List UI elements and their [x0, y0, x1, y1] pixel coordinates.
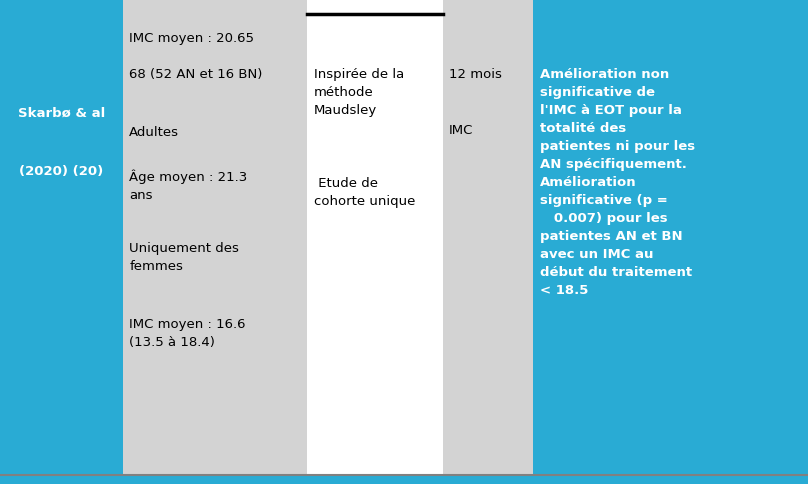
Bar	[123, 0, 307, 475]
Text: Etude de
cohorte unique: Etude de cohorte unique	[314, 177, 415, 208]
Bar	[0, 0, 123, 475]
Text: 68 (52 AN et 16 BN): 68 (52 AN et 16 BN)	[129, 68, 263, 81]
Text: Inspirée de la
méthode
Maudsley: Inspirée de la méthode Maudsley	[314, 68, 404, 117]
Text: IMC: IMC	[449, 123, 473, 136]
Text: Âge moyen : 21.3
ans: Âge moyen : 21.3 ans	[129, 169, 247, 202]
Text: Skarbø & al: Skarbø & al	[18, 106, 105, 120]
Bar	[307, 0, 443, 475]
Text: Amélioration non
significative de
l'IMC à EOT pour la
totalité des
patientes ni : Amélioration non significative de l'IMC …	[540, 68, 695, 296]
Text: Adultes: Adultes	[129, 126, 179, 139]
Bar	[533, 0, 808, 475]
Text: (2020) (20): (2020) (20)	[19, 165, 103, 178]
Text: IMC moyen : 20.65: IMC moyen : 20.65	[129, 31, 255, 45]
Text: Uniquement des
femmes: Uniquement des femmes	[129, 242, 239, 273]
Text: 12 mois: 12 mois	[449, 68, 502, 81]
Bar	[443, 0, 533, 475]
Text: IMC moyen : 16.6
(13.5 à 18.4): IMC moyen : 16.6 (13.5 à 18.4)	[129, 317, 246, 348]
